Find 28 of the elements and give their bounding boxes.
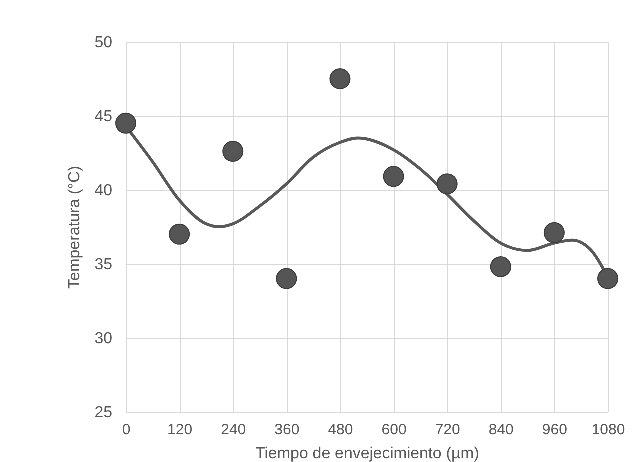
x-tick-label: 240 <box>221 422 246 438</box>
y-axis-title: Temperatura (°C) <box>66 166 84 289</box>
x-tick-label: 0 <box>122 422 131 438</box>
x-tick-label: 360 <box>274 422 300 438</box>
x-tick-label: 120 <box>168 422 193 438</box>
y-tick-label: 30 <box>94 330 113 348</box>
y-tick-label: 35 <box>94 256 113 274</box>
x-tick-label: 840 <box>488 422 514 438</box>
x-tick-label: 480 <box>328 422 354 438</box>
point <box>544 222 565 244</box>
x-tick-label: 600 <box>382 422 407 438</box>
point <box>330 68 351 90</box>
y-tick-label: 40 <box>94 182 113 200</box>
point <box>436 174 458 195</box>
x-tick-label: 720 <box>435 422 460 438</box>
point <box>276 268 298 290</box>
point <box>598 268 618 290</box>
y-tick-label: 50 <box>94 34 113 52</box>
x-tick-label: 1080 <box>592 422 626 438</box>
point <box>169 224 190 245</box>
x-axis-title: Tiempo de envejecimiento (µm) <box>256 446 480 462</box>
point <box>383 166 404 188</box>
point <box>490 256 512 278</box>
y-tick-label: 45 <box>94 108 113 126</box>
point <box>116 112 136 134</box>
x-tick-label: 960 <box>542 422 568 438</box>
point <box>222 141 244 162</box>
y-tick-label: 25 <box>94 404 113 422</box>
